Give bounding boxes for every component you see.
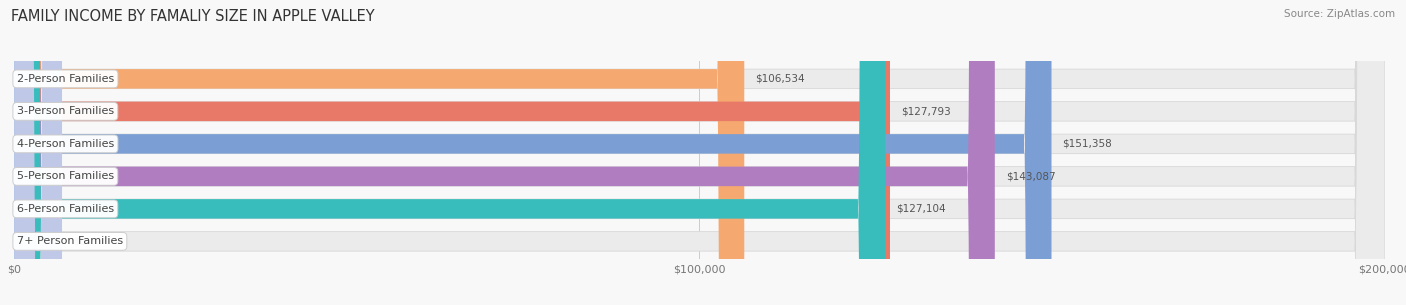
FancyBboxPatch shape	[14, 0, 995, 305]
FancyBboxPatch shape	[14, 0, 1385, 305]
Text: $143,087: $143,087	[1005, 171, 1056, 181]
FancyBboxPatch shape	[14, 0, 1385, 305]
Text: 6-Person Families: 6-Person Families	[17, 204, 114, 214]
FancyBboxPatch shape	[14, 0, 1385, 305]
Text: $127,104: $127,104	[896, 204, 946, 214]
FancyBboxPatch shape	[14, 0, 1052, 305]
FancyBboxPatch shape	[14, 0, 1385, 305]
FancyBboxPatch shape	[14, 0, 744, 305]
FancyBboxPatch shape	[14, 0, 886, 305]
Text: 7+ Person Families: 7+ Person Families	[17, 236, 122, 246]
Text: 2-Person Families: 2-Person Families	[17, 74, 114, 84]
FancyBboxPatch shape	[14, 0, 1385, 305]
Text: 3-Person Families: 3-Person Families	[17, 106, 114, 117]
FancyBboxPatch shape	[14, 0, 1385, 305]
Text: 5-Person Families: 5-Person Families	[17, 171, 114, 181]
FancyBboxPatch shape	[14, 0, 62, 305]
Text: 4-Person Families: 4-Person Families	[17, 139, 114, 149]
Text: FAMILY INCOME BY FAMALIY SIZE IN APPLE VALLEY: FAMILY INCOME BY FAMALIY SIZE IN APPLE V…	[11, 9, 375, 24]
Text: Source: ZipAtlas.com: Source: ZipAtlas.com	[1284, 9, 1395, 19]
FancyBboxPatch shape	[14, 0, 890, 305]
Text: $127,793: $127,793	[901, 106, 950, 117]
Text: $106,534: $106,534	[755, 74, 804, 84]
Text: $0: $0	[73, 236, 86, 246]
Text: $151,358: $151,358	[1063, 139, 1112, 149]
